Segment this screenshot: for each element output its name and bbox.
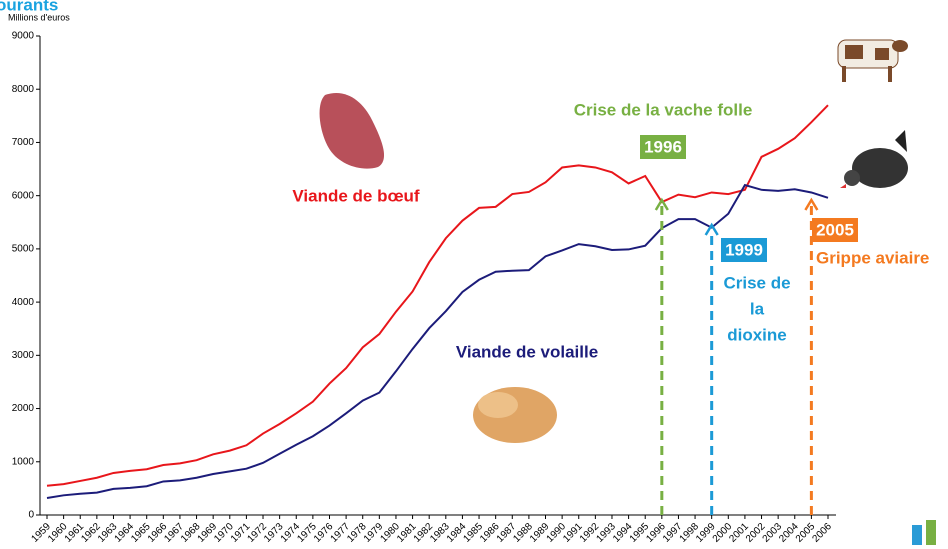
line-series (47, 105, 828, 486)
cow-picture (838, 40, 908, 82)
y-tick-label: 2000 (12, 403, 35, 414)
y-tick-label: 5000 (12, 244, 35, 255)
event-text: la (750, 299, 765, 318)
event-text: Crise de la vache folle (574, 100, 753, 119)
event-year: 1999 (725, 240, 763, 259)
series-label: Viande de bœuf (292, 186, 420, 205)
y-axis-label: Millions d'euros (8, 12, 70, 22)
event-year: 1996 (644, 137, 682, 156)
chicken-picture (473, 387, 557, 443)
y-tick-label: 7000 (12, 137, 35, 148)
event-text: Crise de (723, 273, 790, 292)
series-label: Viande de volaille (456, 342, 598, 361)
event-text: Grippe aviaire (816, 248, 929, 267)
hen-picture (840, 130, 908, 188)
chart: ourants Millions d'euros 010002000300040… (0, 0, 948, 549)
beef-picture (320, 93, 384, 169)
y-tick-label: 8000 (12, 84, 35, 95)
event-text: dioxine (727, 325, 787, 344)
y-tick-label: 0 (28, 510, 34, 521)
event-year: 2005 (816, 220, 854, 239)
y-tick-label: 3000 (12, 350, 35, 361)
y-tick-label: 9000 (12, 31, 35, 42)
y-tick-label: 4000 (12, 297, 35, 308)
logo (912, 520, 936, 545)
y-tick-label: 1000 (12, 456, 35, 467)
page: {"chart_data": {"type": "line", "title":… (0, 0, 948, 549)
x-tick-label: 2006 (810, 521, 834, 545)
y-tick-label: 6000 (12, 190, 35, 201)
